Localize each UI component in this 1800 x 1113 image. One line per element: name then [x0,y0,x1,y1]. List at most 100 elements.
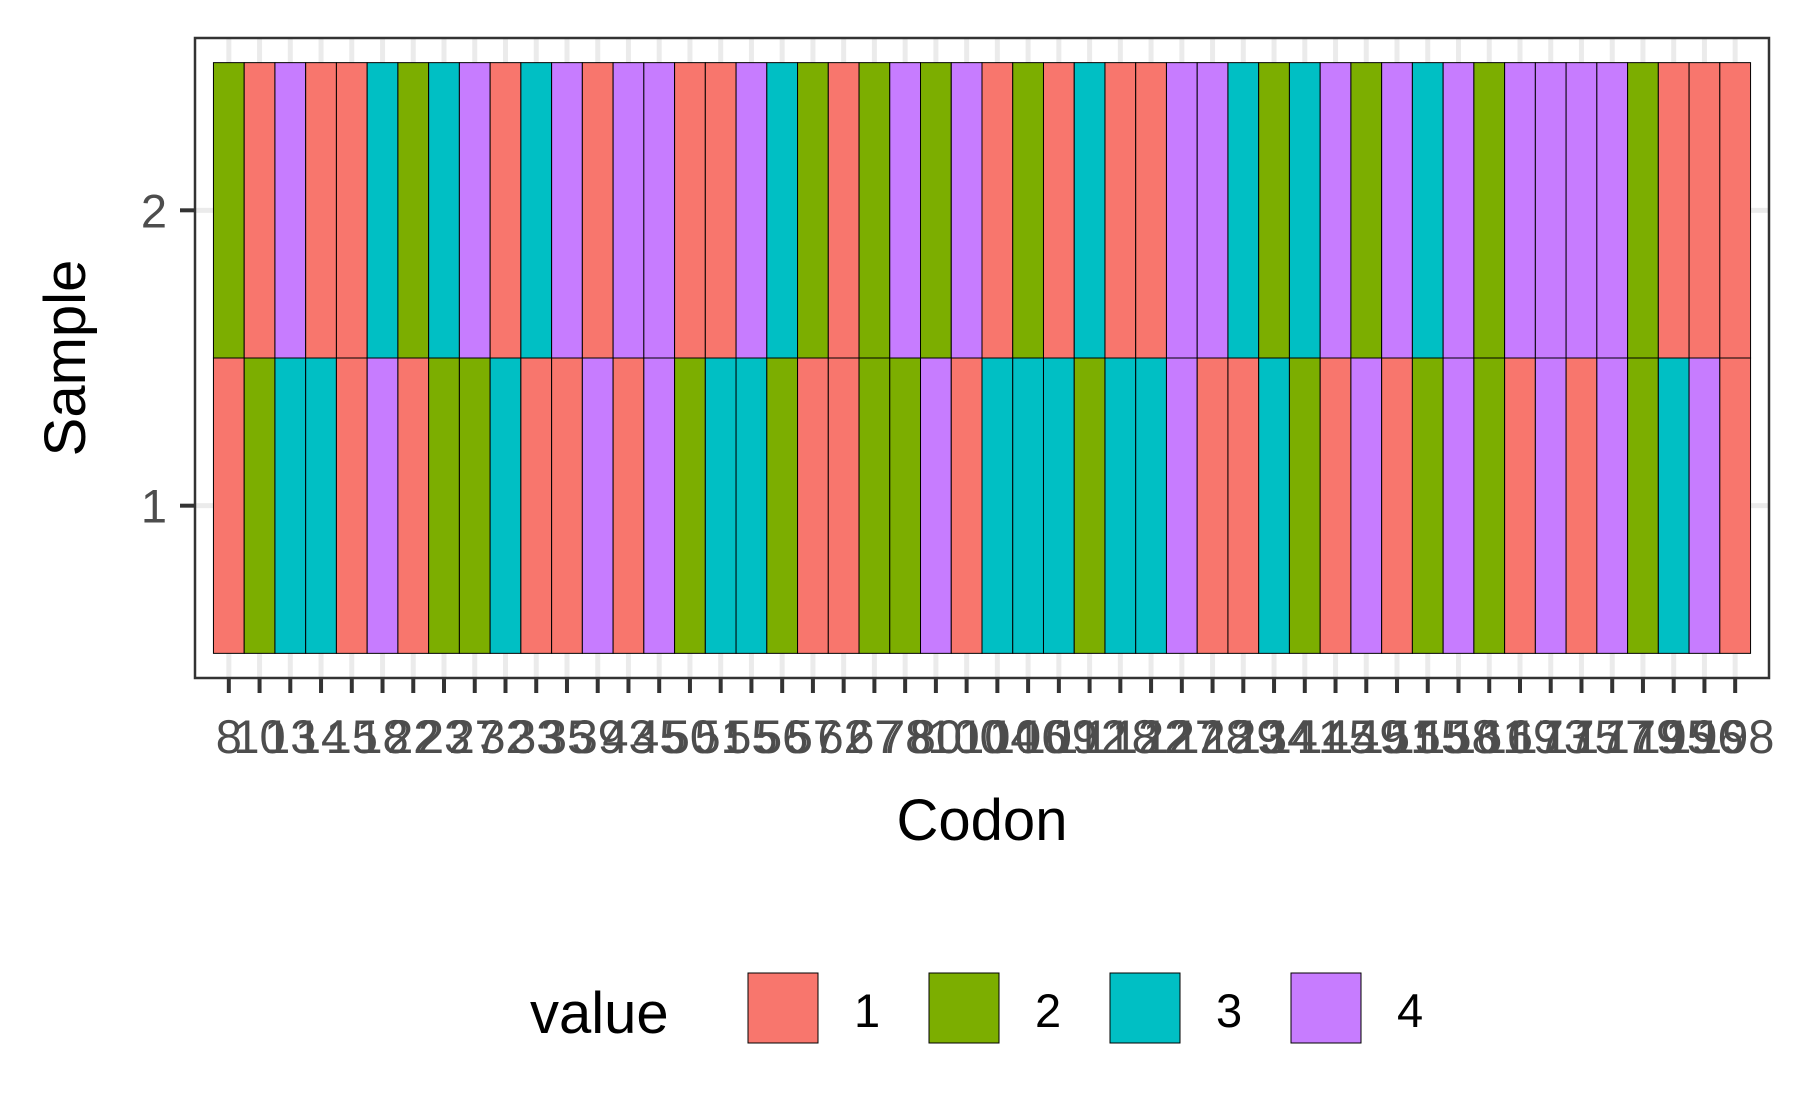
heatmap-tile [397,357,430,654]
heatmap-tile [1627,357,1659,654]
heatmap-tile [797,357,829,654]
x-tick-label: 32 [479,710,531,763]
x-tick-label: 179 [1604,710,1682,763]
heatmap-tile [827,62,860,359]
x-tick-label: 118 [1083,710,1158,763]
heatmap-tile [1596,62,1629,359]
heatmap-tile [1165,62,1198,359]
legend: value 1 2 3 4 [530,972,1423,1046]
heatmap-tile [428,62,460,359]
heatmap-tile [1565,62,1598,359]
heatmap-tile [950,62,983,359]
x-tick-label: 177 [1573,710,1651,763]
heatmap-tile [366,357,399,654]
heatmap-tile [212,357,245,654]
heatmap-tile [674,62,706,359]
x-tick-label: 106 [989,710,1067,763]
heatmap-tile [643,357,676,654]
heatmap-tile [674,357,706,654]
heatmap-tile [1719,357,1752,654]
x-tick-label: 169 [1481,710,1559,763]
heatmap-tile [704,62,737,359]
heatmap-tile [766,62,799,359]
heatmap-tile [1657,357,1690,654]
heatmap-tile [551,357,583,654]
heatmap-tile [766,357,799,654]
legend-key-swatch [1109,972,1181,1044]
x-tick-label: 128 [1173,710,1251,763]
heatmap-tile [1042,62,1075,359]
heatmap-tile [1350,357,1383,654]
heatmap-tile [1196,357,1229,654]
heatmap-tile [428,357,460,654]
x-tick-label: 51 [695,710,747,763]
heatmap-tile [243,62,276,359]
heatmap-tile [305,357,337,654]
heatmap-tiles [212,62,1752,654]
heatmap-tile [1227,357,1260,654]
legend-key-swatch [1290,972,1362,1044]
x-tick-label: 8 [216,710,242,763]
legend-key-label: 1 [854,984,880,1037]
x-tick-label: 23 [418,710,470,763]
x-tick-label: 196 [1665,710,1743,763]
x-tick-label: 35 [541,710,593,763]
legend-keys: 1 2 3 4 [747,972,1423,1044]
heatmap-tile [1504,62,1536,359]
heatmap-tile [581,357,614,654]
heatmap-tile [735,62,768,359]
x-tick-label: 10 [233,710,285,763]
heatmap-tile [643,62,676,359]
heatmap-tile [1473,62,1506,359]
heatmap-tile [243,357,276,654]
heatmap-tile [551,62,583,359]
heatmap-tile [212,62,245,359]
x-tick-label: 67 [848,710,900,763]
x-tick-label: 145 [1296,710,1374,763]
x-tick-label: 109 [1020,710,1098,763]
heatmap-tile [1012,62,1044,359]
heatmap-tile [981,357,1014,654]
x-tick-label: 161 [1450,710,1528,763]
y-axis-title: Sample [33,260,98,457]
heatmap-tile [1442,62,1475,359]
heatmap-tile [612,357,645,654]
heatmap-tile [335,62,368,359]
heatmap-tile [1196,62,1229,359]
heatmap-tile [1319,357,1352,654]
heatmap-tile [1319,62,1352,359]
heatmap-tile [1627,62,1659,359]
heatmap-tile [1042,357,1075,654]
x-tick-label: 56 [756,710,808,763]
heatmap-tile [981,62,1014,359]
heatmap-tile [1104,62,1137,359]
x-tick-label: 122 [1112,710,1190,763]
x-tick-label: 57 [787,710,839,763]
x-axis-title: Codon [897,788,1068,853]
x-tick-label: 198 [1696,710,1774,763]
x-tick-label: 78 [879,710,931,763]
heatmap-tile [1504,357,1536,654]
heatmap-tile [1165,357,1198,654]
x-tick-label: 80 [910,710,962,763]
x-tick-label: 14 [295,710,347,763]
heatmap-tile [520,357,553,654]
x-tick-label: 43 [602,710,654,763]
legend-key-label: 2 [1035,984,1061,1037]
heatmap-tile [612,62,645,359]
heatmap-tile [1565,357,1598,654]
legend-key-swatch [928,972,1000,1044]
y-tick-label: 1 [141,480,167,533]
x-tick-label: 27 [449,710,501,763]
x-tick-label: 45 [633,710,685,763]
heatmap-tile [735,357,768,654]
heatmap-tile [797,62,829,359]
heatmap-tile [489,357,522,654]
legend-key-swatch [747,972,819,1044]
x-tick-label: 55 [725,710,777,763]
heatmap-tile [305,62,337,359]
heatmap-tile [858,357,891,654]
heatmap-tile [1719,62,1752,359]
legend-title: value [530,981,669,1046]
